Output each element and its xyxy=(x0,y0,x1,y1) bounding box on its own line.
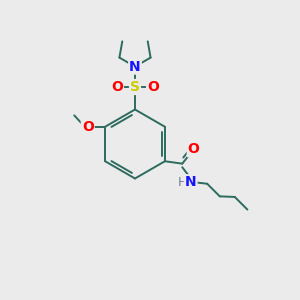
Text: S: S xyxy=(130,80,140,94)
Text: H: H xyxy=(178,176,187,189)
Text: O: O xyxy=(147,80,159,94)
Text: O: O xyxy=(188,142,200,156)
Text: N: N xyxy=(129,60,141,74)
Text: N: N xyxy=(185,175,197,189)
Text: O: O xyxy=(111,80,123,94)
Text: O: O xyxy=(82,120,94,134)
